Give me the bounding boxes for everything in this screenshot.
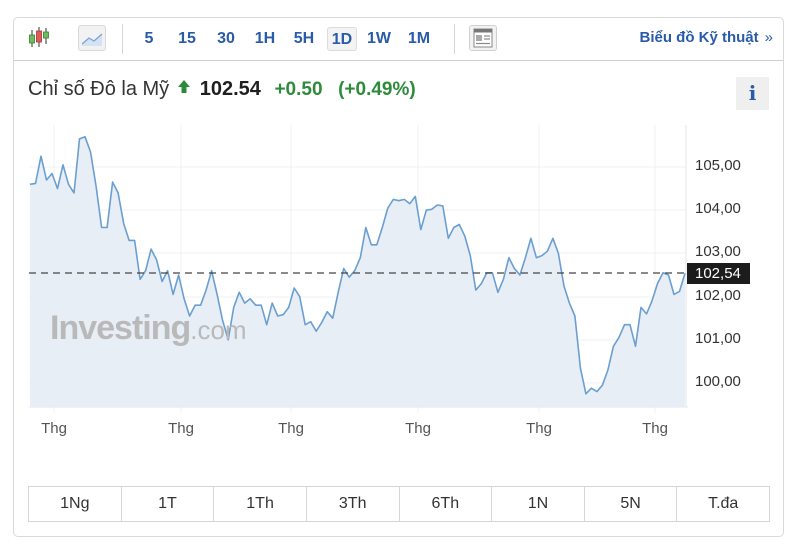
timeframe-1m[interactable]: 1M	[407, 30, 431, 47]
x-tick-label: Thg	[642, 420, 668, 437]
y-tick-label: 101,00	[695, 330, 741, 347]
timeframe-1w[interactable]: 1W	[367, 30, 391, 47]
toolbar-divider	[122, 24, 123, 54]
range-1-month[interactable]: 1Th	[214, 487, 307, 521]
current-price-tag: 102,54	[687, 263, 750, 284]
x-tick-label: Thg	[526, 420, 552, 437]
candlestick-icon[interactable]	[26, 25, 54, 51]
timeframe-5h[interactable]: 5H	[293, 30, 315, 47]
y-tick-label: 102,00	[695, 287, 741, 304]
price-change: +0.50	[274, 79, 323, 100]
chart-toolbar: 5 15 30 1H 5H 1D 1W 1M Biểu đồ Kỹ thuật »	[14, 18, 783, 61]
y-tick-label: 105,00	[695, 157, 741, 174]
x-tick-label: Thg	[168, 420, 194, 437]
layout-icon[interactable]	[469, 25, 497, 51]
quote-header: Chỉ số Đô la Mỹ 102.54 +0.50 (+0.49%)	[28, 78, 416, 101]
range-6-months[interactable]: 6Th	[400, 487, 493, 521]
area-chart-icon[interactable]	[78, 25, 106, 51]
range-1-day[interactable]: 1Ng	[29, 487, 122, 521]
x-tick-label: Thg	[41, 420, 67, 437]
y-tick-label: 104,00	[695, 200, 741, 217]
arrow-up-icon	[177, 78, 191, 101]
range-max[interactable]: T.đa	[708, 495, 739, 512]
range-5-years[interactable]: 5N	[585, 487, 678, 521]
toolbar-divider	[454, 24, 455, 54]
x-tick-label: Thg	[405, 420, 431, 437]
range-3-months[interactable]: 3Th	[307, 487, 400, 521]
timeframe-15[interactable]: 15	[178, 30, 196, 47]
range-1-year[interactable]: 1N	[492, 487, 585, 521]
timeframe-30[interactable]: 30	[217, 30, 235, 47]
range-1-week[interactable]: 1T	[122, 487, 215, 521]
last-price: 102.54	[199, 78, 261, 100]
timeframe-1d[interactable]: 1D	[327, 27, 357, 51]
technical-chart-label: Biểu đồ Kỹ thuật	[639, 29, 759, 46]
instrument-name: Chỉ số Đô la Mỹ	[28, 78, 170, 100]
info-button[interactable]: i	[736, 77, 769, 110]
technical-chart-link[interactable]: Biểu đồ Kỹ thuật »	[639, 29, 773, 46]
y-tick-label: 103,00	[695, 243, 741, 260]
timeframe-5[interactable]: 5	[144, 30, 154, 47]
y-tick-label: 100,00	[695, 373, 741, 390]
price-area	[30, 136, 685, 408]
range-selector: 1Ng 1T 1Th 3Th 6Th 1N 5N T.đa	[28, 486, 770, 522]
investing-watermark: Investing.com	[50, 309, 247, 347]
x-tick-label: Thg	[278, 420, 304, 437]
price-change-percent: (+0.49%)	[338, 79, 416, 100]
double-chevron-right-icon: »	[764, 29, 773, 46]
timeframe-1h[interactable]: 1H	[254, 30, 276, 47]
